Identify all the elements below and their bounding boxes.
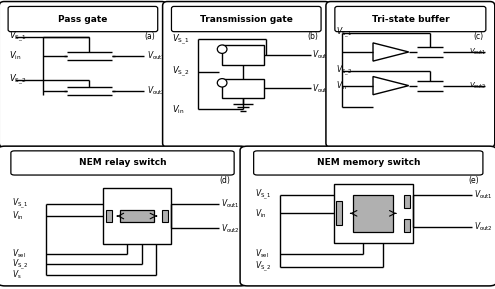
Text: $V_{\mathregular{out1}}$: $V_{\mathregular{out1}}$: [148, 50, 166, 62]
Text: $V_{\mathregular{out1}}$: $V_{\mathregular{out1}}$: [312, 49, 331, 61]
Text: $V_{\mathregular{out2}}$: $V_{\mathregular{out2}}$: [469, 81, 487, 91]
Circle shape: [217, 79, 227, 87]
Bar: [222, 79, 264, 98]
Text: (b): (b): [308, 32, 319, 41]
Text: $V_{\mathregular{out2}}$: $V_{\mathregular{out2}}$: [474, 221, 493, 233]
Text: (c): (c): [473, 32, 484, 41]
Text: $V_{\mathregular{S\_2}}$: $V_{\mathregular{S\_2}}$: [9, 73, 26, 87]
Text: $V_{\mathregular{S\_2}}$: $V_{\mathregular{S\_2}}$: [255, 260, 271, 274]
Text: NEM relay switch: NEM relay switch: [79, 158, 166, 167]
Polygon shape: [373, 43, 409, 61]
Text: $V_{\mathregular{out2}}$: $V_{\mathregular{out2}}$: [148, 85, 166, 97]
Text: $V_{\mathregular{out2}}$: $V_{\mathregular{out2}}$: [312, 82, 331, 95]
Text: $V_{\mathregular{S\_2}}$: $V_{\mathregular{S\_2}}$: [172, 64, 190, 79]
Polygon shape: [373, 77, 409, 95]
Text: Tri-state buffer: Tri-state buffer: [372, 14, 449, 23]
Text: $V_{\mathregular{out2}}$: $V_{\mathregular{out2}}$: [221, 222, 240, 235]
Text: Pass gate: Pass gate: [58, 14, 107, 23]
Bar: [162, 210, 168, 222]
Text: (a): (a): [145, 32, 155, 41]
Bar: [222, 45, 264, 65]
Text: $V_{\mathregular{S\_1}}$: $V_{\mathregular{S\_1}}$: [255, 187, 271, 202]
Circle shape: [217, 45, 227, 53]
Text: $V_{\mathregular{out1}}$: $V_{\mathregular{out1}}$: [474, 188, 493, 201]
Bar: [334, 184, 413, 243]
FancyBboxPatch shape: [335, 6, 486, 32]
Bar: [353, 194, 393, 232]
FancyBboxPatch shape: [11, 151, 234, 175]
Bar: [120, 210, 154, 222]
Bar: [404, 219, 410, 232]
Text: NEM memory switch: NEM memory switch: [316, 158, 420, 167]
Bar: [404, 194, 410, 208]
Text: $V_{\mathregular{S\_1}}$: $V_{\mathregular{S\_1}}$: [172, 32, 190, 47]
Text: $V_{\mathregular{S\_1}}$: $V_{\mathregular{S\_1}}$: [9, 29, 26, 44]
Text: (d): (d): [220, 176, 231, 185]
Bar: [103, 188, 170, 244]
Text: $V_{\mathregular{in}}$: $V_{\mathregular{in}}$: [255, 207, 267, 220]
Text: $V_{\mathregular{sel}}$: $V_{\mathregular{sel}}$: [255, 247, 269, 260]
Text: $V_{\mathregular{out1}}$: $V_{\mathregular{out1}}$: [221, 197, 240, 210]
FancyBboxPatch shape: [162, 1, 330, 147]
Text: (e): (e): [469, 176, 479, 185]
Text: $V_{\mathregular{in}}$: $V_{\mathregular{in}}$: [336, 79, 347, 92]
FancyBboxPatch shape: [240, 146, 495, 286]
Text: $V_{\mathregular{S\_1}}$: $V_{\mathregular{S\_1}}$: [12, 196, 28, 211]
FancyBboxPatch shape: [171, 6, 321, 32]
Bar: [336, 201, 343, 225]
Text: $V_{\mathregular{out1}}$: $V_{\mathregular{out1}}$: [469, 47, 487, 57]
Text: $V_{\mathregular{s}}$: $V_{\mathregular{s}}$: [12, 269, 22, 281]
Bar: [106, 210, 112, 222]
FancyBboxPatch shape: [0, 1, 166, 147]
Text: $V_{\mathregular{S\_2}}$: $V_{\mathregular{S\_2}}$: [336, 64, 352, 78]
Text: $V_{\mathregular{in}}$: $V_{\mathregular{in}}$: [172, 103, 185, 116]
FancyBboxPatch shape: [0, 146, 248, 286]
FancyBboxPatch shape: [253, 151, 483, 175]
FancyBboxPatch shape: [326, 1, 495, 147]
Text: $V_{\mathregular{S\_1}}$: $V_{\mathregular{S\_1}}$: [336, 26, 352, 40]
Text: $V_{\mathregular{S\_2}}$: $V_{\mathregular{S\_2}}$: [12, 257, 28, 272]
FancyBboxPatch shape: [8, 6, 158, 32]
Text: $V_{\mathregular{sel}}$: $V_{\mathregular{sel}}$: [12, 247, 26, 260]
Text: $V_{\mathregular{in}}$: $V_{\mathregular{in}}$: [12, 210, 24, 222]
Text: Transmission gate: Transmission gate: [200, 14, 293, 23]
Text: $V_{\mathregular{in}}$: $V_{\mathregular{in}}$: [9, 50, 21, 62]
